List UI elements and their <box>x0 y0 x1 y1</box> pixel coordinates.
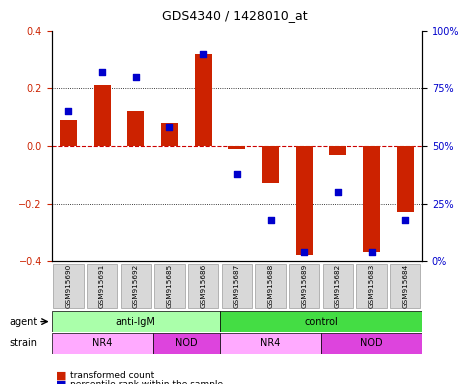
FancyBboxPatch shape <box>390 264 420 308</box>
Text: NOD: NOD <box>175 338 197 349</box>
FancyBboxPatch shape <box>87 264 117 308</box>
FancyBboxPatch shape <box>220 333 321 354</box>
Point <box>334 189 341 195</box>
Text: anti-IgM: anti-IgM <box>116 316 156 327</box>
Point <box>267 217 274 223</box>
Text: GSM915686: GSM915686 <box>200 264 206 308</box>
Text: NR4: NR4 <box>260 338 281 349</box>
FancyBboxPatch shape <box>356 264 387 308</box>
Text: GSM915688: GSM915688 <box>267 264 273 308</box>
Text: GDS4340 / 1428010_at: GDS4340 / 1428010_at <box>162 9 307 22</box>
Text: agent: agent <box>9 316 38 327</box>
Text: GSM915683: GSM915683 <box>369 264 375 308</box>
Point <box>199 51 207 57</box>
Point <box>401 217 409 223</box>
Text: ■: ■ <box>56 370 67 380</box>
Text: transformed count: transformed count <box>70 371 155 380</box>
Bar <box>60 120 77 146</box>
Text: percentile rank within the sample: percentile rank within the sample <box>70 380 223 384</box>
Text: GSM915687: GSM915687 <box>234 264 240 308</box>
Bar <box>329 146 346 154</box>
FancyBboxPatch shape <box>321 333 422 354</box>
FancyBboxPatch shape <box>52 333 152 354</box>
Point <box>132 74 140 80</box>
FancyBboxPatch shape <box>121 264 151 308</box>
Bar <box>228 146 245 149</box>
Text: GSM915692: GSM915692 <box>133 264 139 308</box>
Text: strain: strain <box>9 338 38 349</box>
Point <box>368 249 375 255</box>
Bar <box>397 146 414 212</box>
Text: GSM915682: GSM915682 <box>335 264 341 308</box>
FancyBboxPatch shape <box>52 311 220 332</box>
Text: ■: ■ <box>56 380 67 384</box>
Text: GSM915691: GSM915691 <box>99 264 105 308</box>
FancyBboxPatch shape <box>220 311 422 332</box>
FancyBboxPatch shape <box>289 264 319 308</box>
Bar <box>296 146 313 255</box>
Text: GSM915685: GSM915685 <box>166 264 173 308</box>
Text: NOD: NOD <box>360 338 383 349</box>
Text: NR4: NR4 <box>92 338 112 349</box>
FancyBboxPatch shape <box>323 264 353 308</box>
Bar <box>94 85 111 146</box>
FancyBboxPatch shape <box>222 264 252 308</box>
Text: control: control <box>304 316 338 327</box>
Point <box>166 124 173 131</box>
FancyBboxPatch shape <box>154 264 185 308</box>
Bar <box>161 123 178 146</box>
Bar <box>262 146 279 184</box>
FancyBboxPatch shape <box>152 333 220 354</box>
FancyBboxPatch shape <box>188 264 219 308</box>
Point <box>65 108 72 114</box>
Text: GSM915690: GSM915690 <box>66 264 71 308</box>
Bar <box>363 146 380 253</box>
Bar <box>128 111 144 146</box>
Bar <box>195 54 212 146</box>
Point <box>233 170 241 177</box>
Point <box>301 249 308 255</box>
Text: GSM915684: GSM915684 <box>402 264 408 308</box>
FancyBboxPatch shape <box>255 264 286 308</box>
Text: GSM915689: GSM915689 <box>301 264 307 308</box>
Point <box>98 69 106 75</box>
FancyBboxPatch shape <box>53 264 83 308</box>
